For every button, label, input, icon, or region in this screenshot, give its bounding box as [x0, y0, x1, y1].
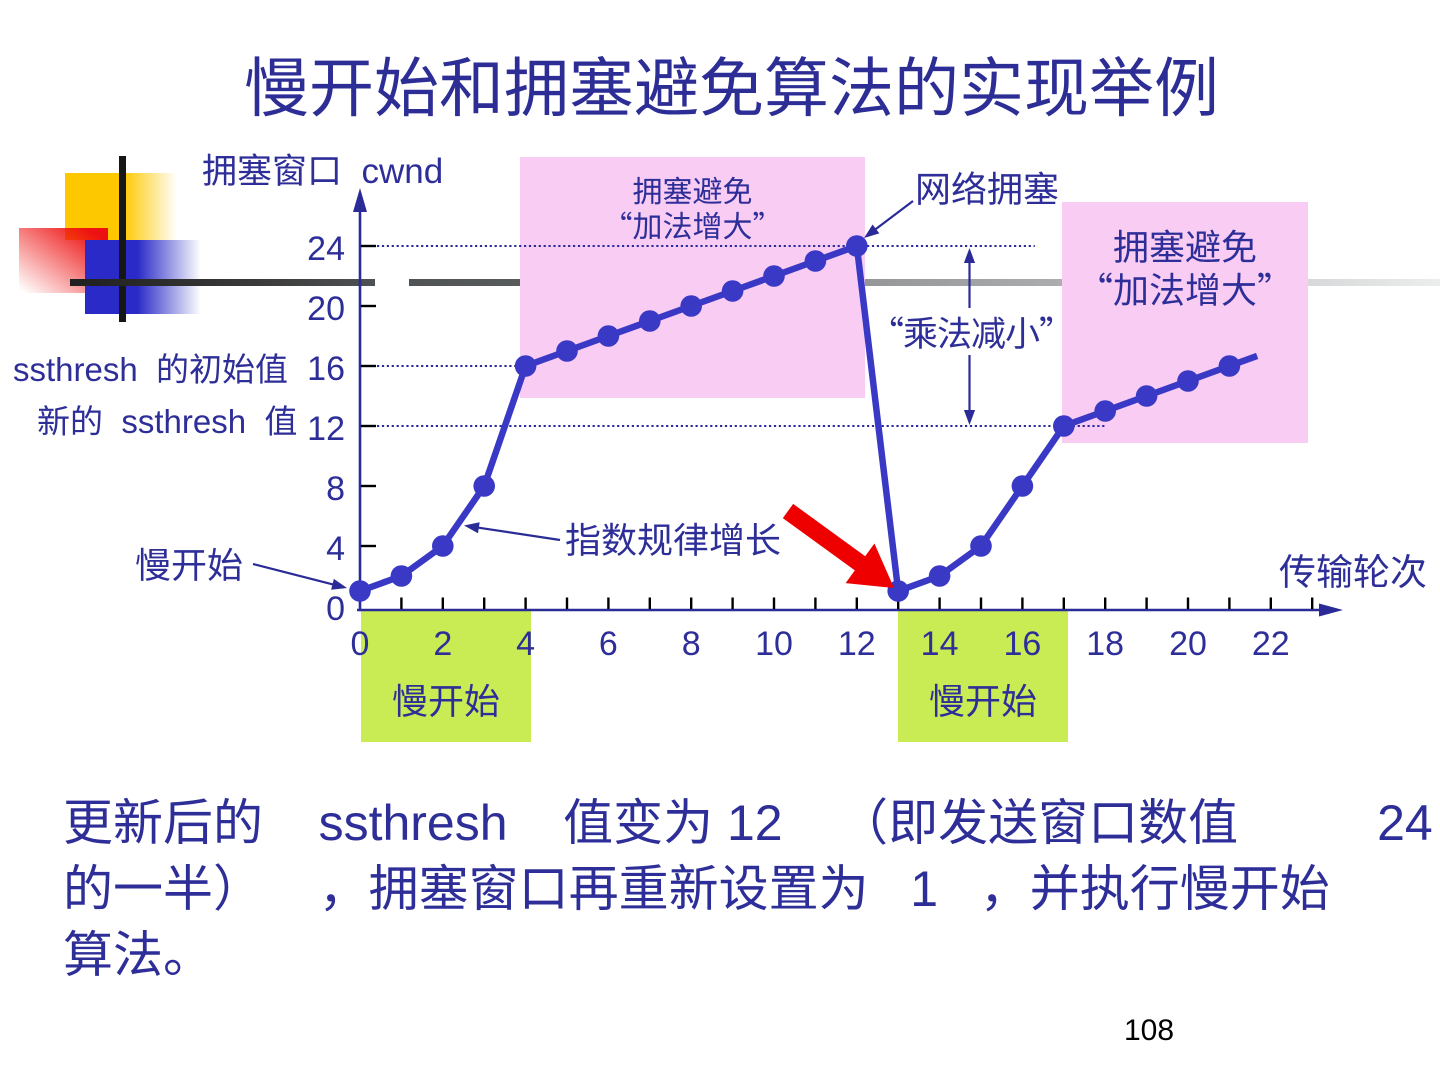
- red-congestion-arrow: [782, 503, 894, 588]
- body-text-line-3: 算法。: [63, 915, 213, 987]
- x-tick-label-4: 4: [516, 616, 536, 665]
- x-tick-label-16: 16: [1003, 616, 1042, 665]
- y-tick-label-16: 16: [307, 341, 345, 390]
- x-tick-label-6: 6: [598, 616, 618, 665]
- body-text-line-2: 的一半） ，拥塞窗口再重新设置为 1 ，并执行慢开始: [63, 849, 1330, 921]
- x-tick-label-20: 20: [1169, 616, 1207, 665]
- ssthresh-new-value-label: 新的 ssthresh 值: [37, 395, 298, 443]
- exponential-growth-label: 指数规律增长: [565, 512, 782, 564]
- y-tick-label-4: 4: [326, 521, 345, 570]
- x-axis-title: 传输轮次: [1279, 542, 1427, 596]
- x-tick-label-10: 10: [755, 616, 793, 665]
- y-tick-label-8: 8: [326, 461, 345, 510]
- logo-blue-square: [85, 240, 201, 314]
- slow-start-pointer-arrow-line: [252, 562, 335, 586]
- logo-crosshair-vertical-line: [119, 156, 126, 322]
- x-tick-label-14: 14: [920, 616, 959, 665]
- callout-congestion-avoidance-2: 拥塞避免 “加法增大”: [1062, 202, 1308, 443]
- data-point: [390, 565, 413, 587]
- callout-congestion-avoidance-2-line2: “加法增大”: [1076, 261, 1293, 314]
- multiplicative-decrease-label: “乘法减小”: [869, 306, 1074, 357]
- template-rule-gap: [375, 277, 409, 288]
- network-congestion-label: 网络拥塞: [915, 161, 1060, 213]
- network-congestion-arrow-line: [873, 200, 914, 232]
- x-tick-label-8: 8: [681, 616, 701, 665]
- callout-congestion-avoidance-1: 拥塞避免 “加法增大”: [520, 157, 865, 398]
- body-text: 更新后的 ssthresh 值变为 12 （即发送窗口数值 24 的一半） ，拥…: [63, 786, 1433, 984]
- exponential-growth-arrow-line: [476, 526, 561, 542]
- x-axis-arrowhead: [1319, 603, 1343, 617]
- y-axis-title: 拥塞窗口 cwnd: [202, 143, 444, 194]
- page-title: 慢开始和拥塞避免算法的实现举例: [244, 36, 1220, 130]
- callout-congestion-avoidance-1-line2: “加法增大”: [602, 201, 783, 246]
- callout-congestion-avoidance-2-line1: 拥塞避免: [1112, 219, 1257, 271]
- phase-band-slow-start-2: 慢开始: [898, 611, 1068, 742]
- slow-start-pointer-label: 慢开始: [135, 537, 244, 589]
- x-tick-label-12: 12: [837, 616, 876, 665]
- phase-band-slow-start-1: 慢开始: [361, 611, 531, 742]
- y-tick-label-12: 12: [307, 401, 345, 450]
- body-text-line-1: 更新后的 ssthresh 值变为 12 （即发送窗口数值 24: [63, 783, 1433, 855]
- data-point: [928, 565, 951, 587]
- multiplicative-decrease-arrow-up-head: [963, 248, 976, 263]
- data-point: [349, 580, 371, 602]
- multiplicative-decrease-arrow-down-head: [963, 410, 976, 425]
- data-point: [473, 475, 496, 497]
- x-tick-label-22: 22: [1251, 616, 1290, 665]
- data-point: [970, 535, 992, 557]
- y-tick-label-24: 24: [307, 221, 345, 270]
- x-tick-label-2: 2: [433, 616, 453, 665]
- callout-congestion-avoidance-1-line1: 拥塞避免: [632, 167, 753, 211]
- phase-band-slow-start-2-label: 慢开始: [928, 673, 1037, 725]
- ssthresh-initial-value-label: ssthresh 的初始值: [13, 343, 289, 391]
- x-tick-label-0: 0: [350, 616, 370, 665]
- data-point: [887, 580, 909, 602]
- page-number: 108: [1124, 1005, 1175, 1049]
- data-point: [432, 535, 454, 557]
- phase-band-slow-start-1-label: 慢开始: [391, 673, 500, 725]
- exponential-growth-arrow-head: [464, 522, 480, 534]
- y-tick-label-20: 20: [307, 281, 345, 330]
- y-tick-label-0: 0: [326, 581, 345, 630]
- x-tick-label-18: 18: [1086, 616, 1125, 665]
- network-congestion-arrow-head: [864, 224, 880, 238]
- data-point: [1011, 475, 1034, 497]
